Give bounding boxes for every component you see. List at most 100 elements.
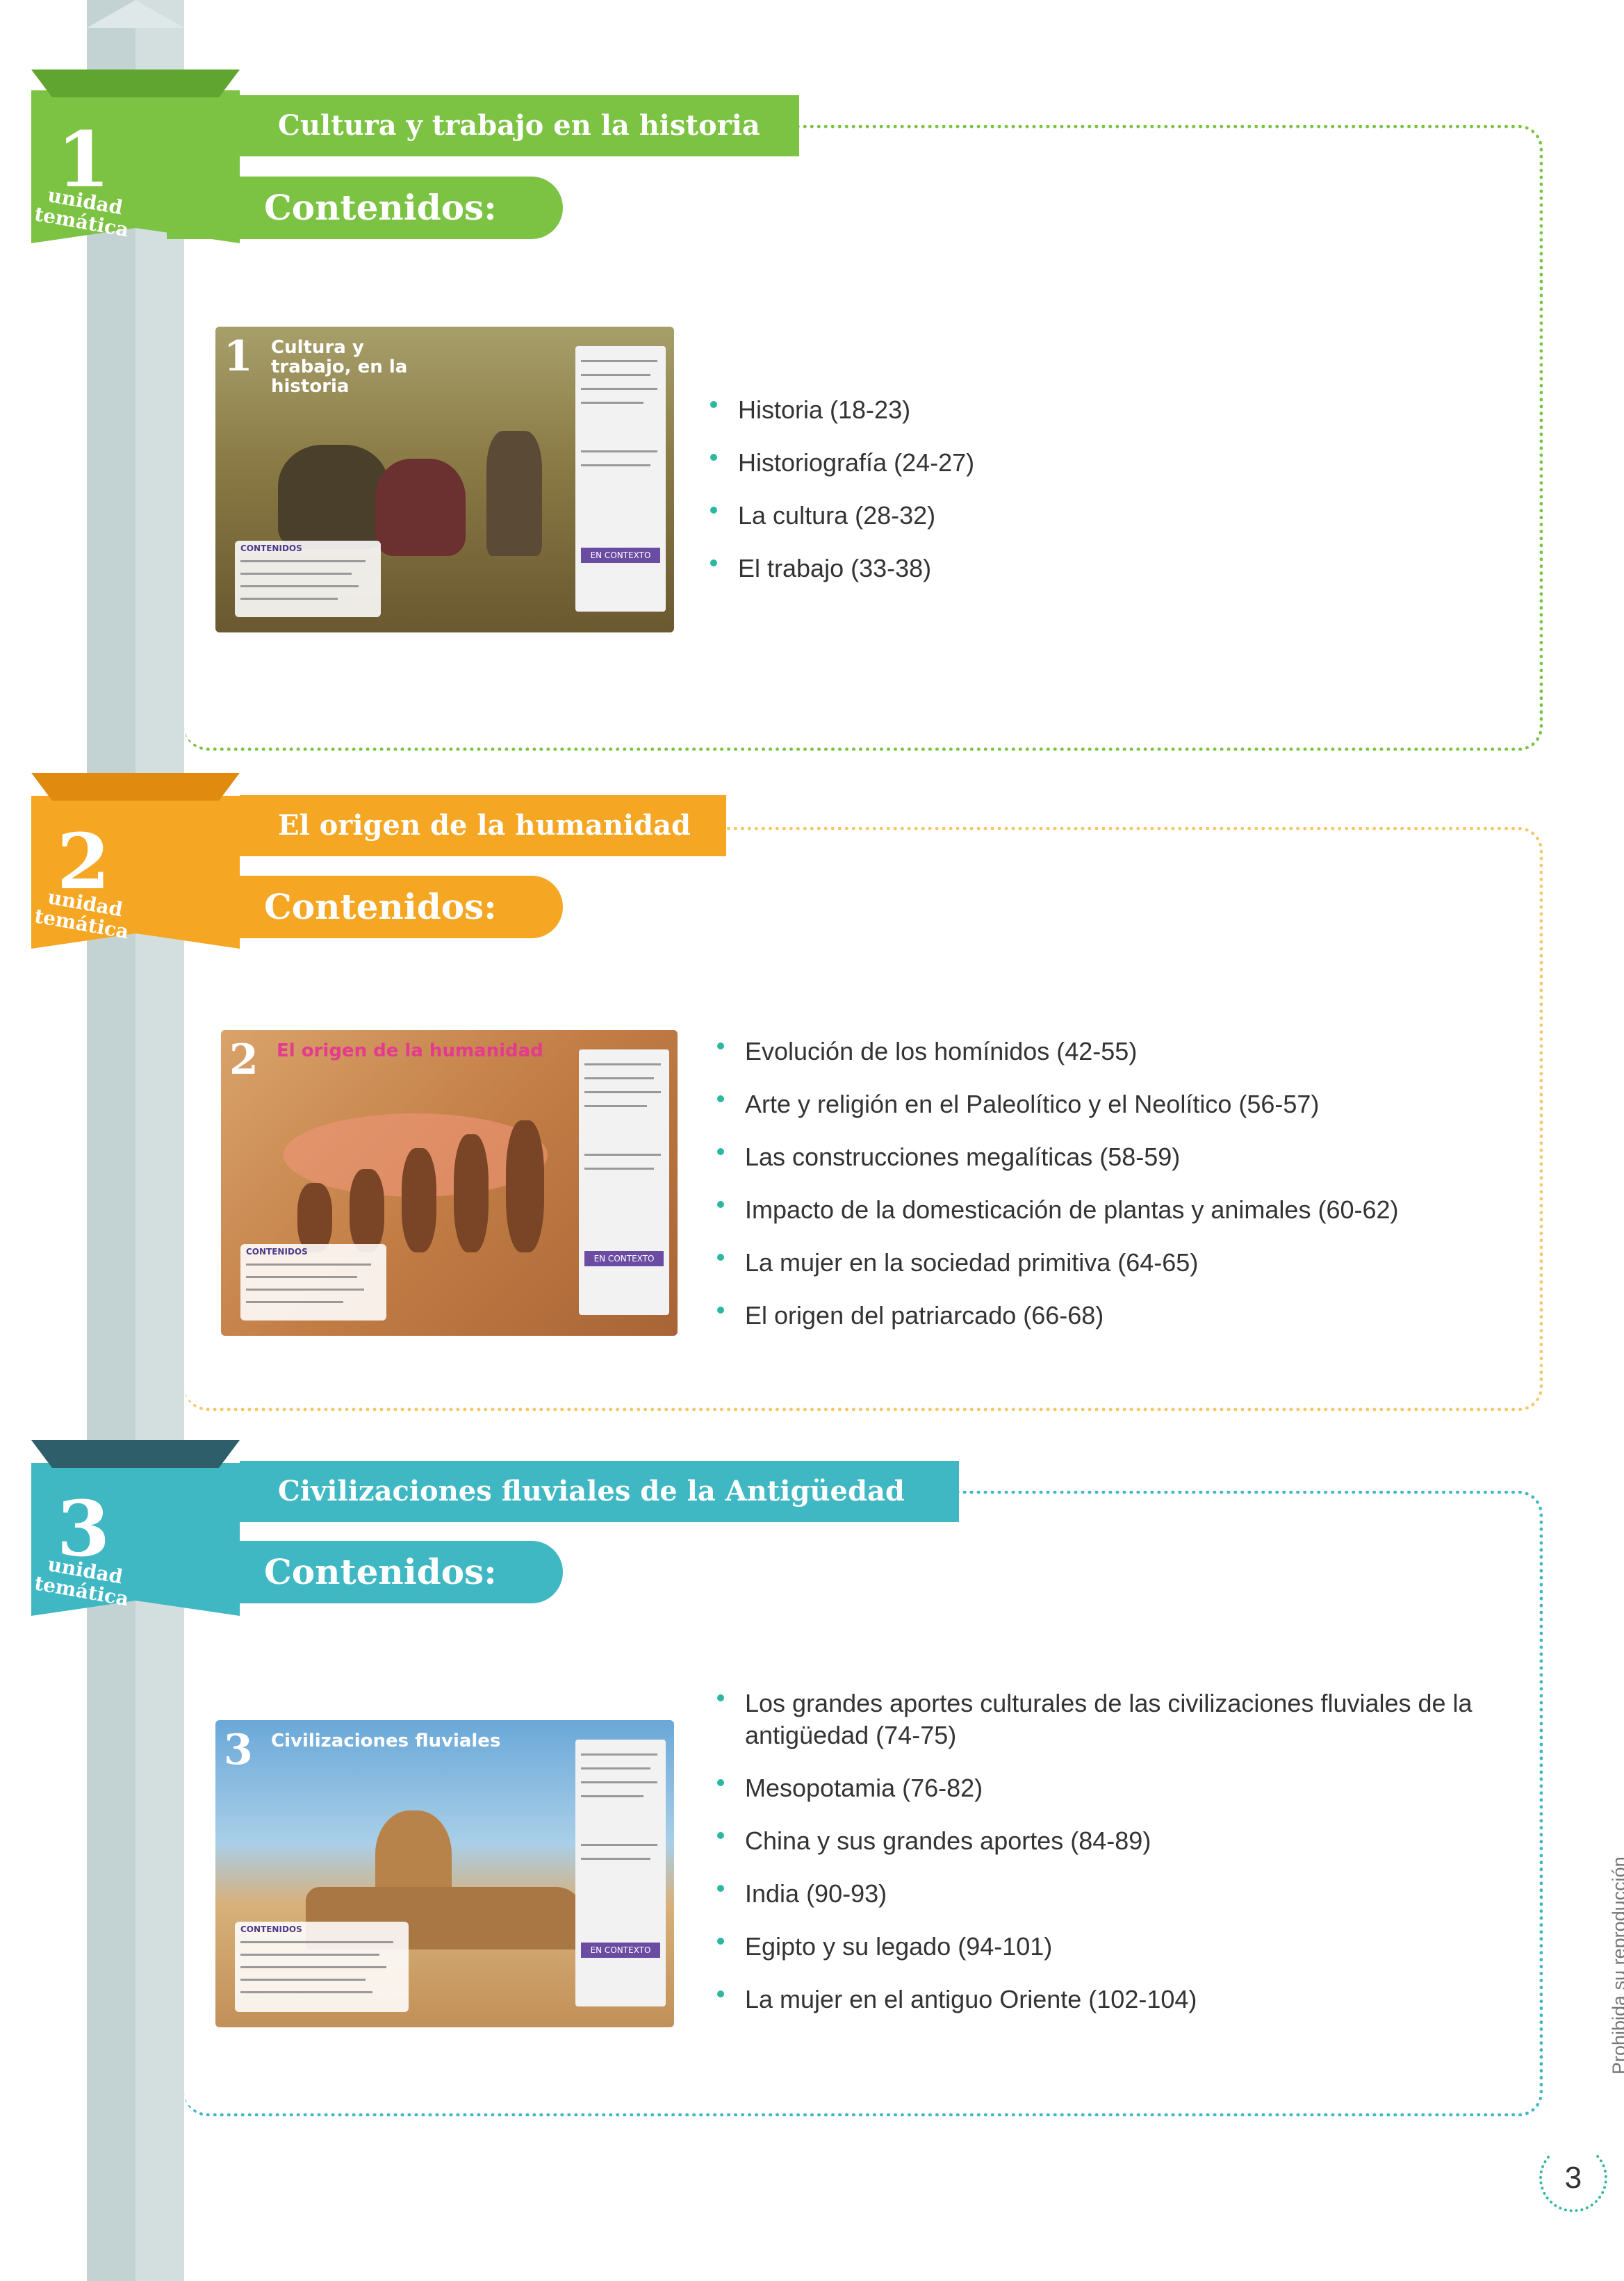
bullet-icon <box>710 454 717 461</box>
list-item: Las construcciones megalíticas (58-59) <box>709 1141 1529 1173</box>
thumb-panel-label: EN CONTEXTO <box>584 1251 664 1266</box>
thumb-contents-label: CONTENIDOS <box>240 543 302 553</box>
bullet-icon <box>710 507 717 514</box>
unit-2-topics: Evolución de los homínidos (42-55) Arte … <box>709 1036 1529 1352</box>
list-item: La mujer en el antiguo Oriente (102-104) <box>709 1984 1529 2016</box>
thumb-contents-box: CONTENIDOS <box>235 541 381 617</box>
unit-3-topics: Los grandes aportes culturales de las ci… <box>709 1687 1529 2036</box>
text-line <box>246 1289 364 1291</box>
unit-3-thumbnail: 3 Civilizaciones fluviales CONTENIDOS EN… <box>215 1720 674 2027</box>
timeline-pillar-shade <box>136 0 184 2281</box>
bullet-icon <box>717 1885 724 1892</box>
thumb-side-panel: EN CONTEXTO <box>575 346 666 612</box>
unit-1-title: Cultura y trabajo en la historia <box>240 95 799 156</box>
text-line <box>240 1966 386 1968</box>
text-line <box>581 1844 657 1846</box>
hominid-figure <box>454 1134 489 1252</box>
list-item: Evolución de los homínidos (42-55) <box>709 1036 1529 1068</box>
text-line <box>240 573 352 575</box>
thumb-contents-label: CONTENIDOS <box>246 1247 308 1257</box>
text-line <box>246 1264 371 1266</box>
bullet-icon <box>710 401 717 408</box>
list-item: India (90-93) <box>709 1878 1529 1910</box>
text-line <box>584 1105 647 1107</box>
text-line <box>581 1858 650 1860</box>
unit-1-badge-top <box>31 70 240 97</box>
thumb-title: Cultura y trabajo, en la historia <box>271 337 408 397</box>
text-line <box>584 1077 654 1079</box>
bullet-icon <box>717 1779 724 1786</box>
text-line <box>246 1301 343 1303</box>
thumb-panel-label: EN CONTEXTO <box>581 1943 660 1958</box>
list-item: Impacto de la domesticación de plantas y… <box>709 1194 1529 1226</box>
list-item: La cultura (28-32) <box>702 500 1501 532</box>
bullet-icon <box>717 1938 724 1945</box>
unit-3-number: 3 <box>56 1484 110 1573</box>
text-line <box>581 450 657 452</box>
bullet-icon <box>717 1990 724 1997</box>
figure-shape <box>486 431 542 556</box>
text-line <box>581 1767 650 1769</box>
thumb-number: 1 <box>224 332 253 381</box>
unit-2-title: El origen de la humanidad <box>240 795 726 856</box>
list-item: China y sus grandes aportes (84-89) <box>709 1825 1529 1857</box>
text-line <box>240 585 359 587</box>
timeline-pillar-top <box>87 0 184 28</box>
unit-3-title: Civilizaciones fluviales de la Antigüeda… <box>240 1461 959 1522</box>
thumb-number: 3 <box>224 1726 253 1774</box>
unit-1-contents-label: Contenidos: <box>167 177 563 239</box>
bullet-icon <box>717 1307 724 1314</box>
thumb-side-panel: EN CONTEXTO <box>575 1740 666 2006</box>
text-line <box>240 1991 372 1993</box>
bullet-icon <box>717 1148 724 1155</box>
text-line <box>246 1276 357 1278</box>
text-line <box>581 388 657 390</box>
thumb-contents-box: CONTENIDOS <box>235 1922 409 2012</box>
unit-3-contents-label: Contenidos: <box>167 1541 563 1603</box>
text-line <box>584 1063 661 1065</box>
list-item: Historia (18-23) <box>702 394 1501 426</box>
unit-2-frame <box>184 827 1543 1411</box>
text-line <box>581 374 650 376</box>
unit-2-contents-label: Contenidos: <box>167 876 563 938</box>
bullet-icon <box>717 1694 724 1701</box>
list-item: Los grandes aportes culturales de las ci… <box>709 1687 1529 1751</box>
unit-2-number: 2 <box>56 817 110 906</box>
list-item: Egipto y su legado (94-101) <box>709 1931 1529 1963</box>
thumb-contents-box: CONTENIDOS <box>240 1244 386 1321</box>
text-line <box>581 360 657 362</box>
bullet-icon <box>717 1201 724 1208</box>
text-line <box>240 1979 366 1981</box>
thumb-panel-label: EN CONTEXTO <box>581 548 660 563</box>
hominid-figure <box>402 1148 436 1252</box>
list-item: El trabajo (33-38) <box>702 553 1501 584</box>
unit-3-badge-top <box>31 1440 240 1468</box>
text-line <box>240 1941 393 1943</box>
text-line <box>584 1091 661 1093</box>
thumb-number: 2 <box>229 1036 259 1084</box>
thumb-title: Civilizaciones fluviales <box>271 1731 501 1751</box>
bullet-icon <box>717 1095 724 1102</box>
list-item: La mujer en la sociedad primitiva (64-65… <box>709 1247 1529 1279</box>
unit-2-badge-top <box>31 773 240 801</box>
text-line <box>240 560 366 562</box>
list-item: Arte y religión en el Paleolítico y el N… <box>709 1088 1529 1120</box>
list-item: El origen del patriarcado (66-68) <box>709 1300 1529 1332</box>
bullet-icon <box>710 559 717 566</box>
unit-1-number: 1 <box>56 115 110 204</box>
hominid-figure <box>506 1120 544 1252</box>
unit-1-thumbnail: 1 Cultura y trabajo, en la historia CONT… <box>215 327 674 632</box>
text-line <box>581 1781 657 1783</box>
hominid-figure <box>350 1169 384 1252</box>
text-line <box>581 1795 643 1797</box>
copyright-note: Prohibida su reproducción <box>1609 1856 1624 2075</box>
list-item: Historiografía (24-27) <box>702 447 1501 479</box>
text-line <box>581 402 643 404</box>
text-line <box>581 1753 657 1756</box>
text-line <box>581 464 650 466</box>
thumb-contents-label: CONTENIDOS <box>240 1924 302 1934</box>
hominid-figure <box>297 1183 332 1252</box>
text-line <box>584 1168 654 1170</box>
bullet-icon <box>717 1043 724 1049</box>
text-line <box>240 1954 379 1956</box>
